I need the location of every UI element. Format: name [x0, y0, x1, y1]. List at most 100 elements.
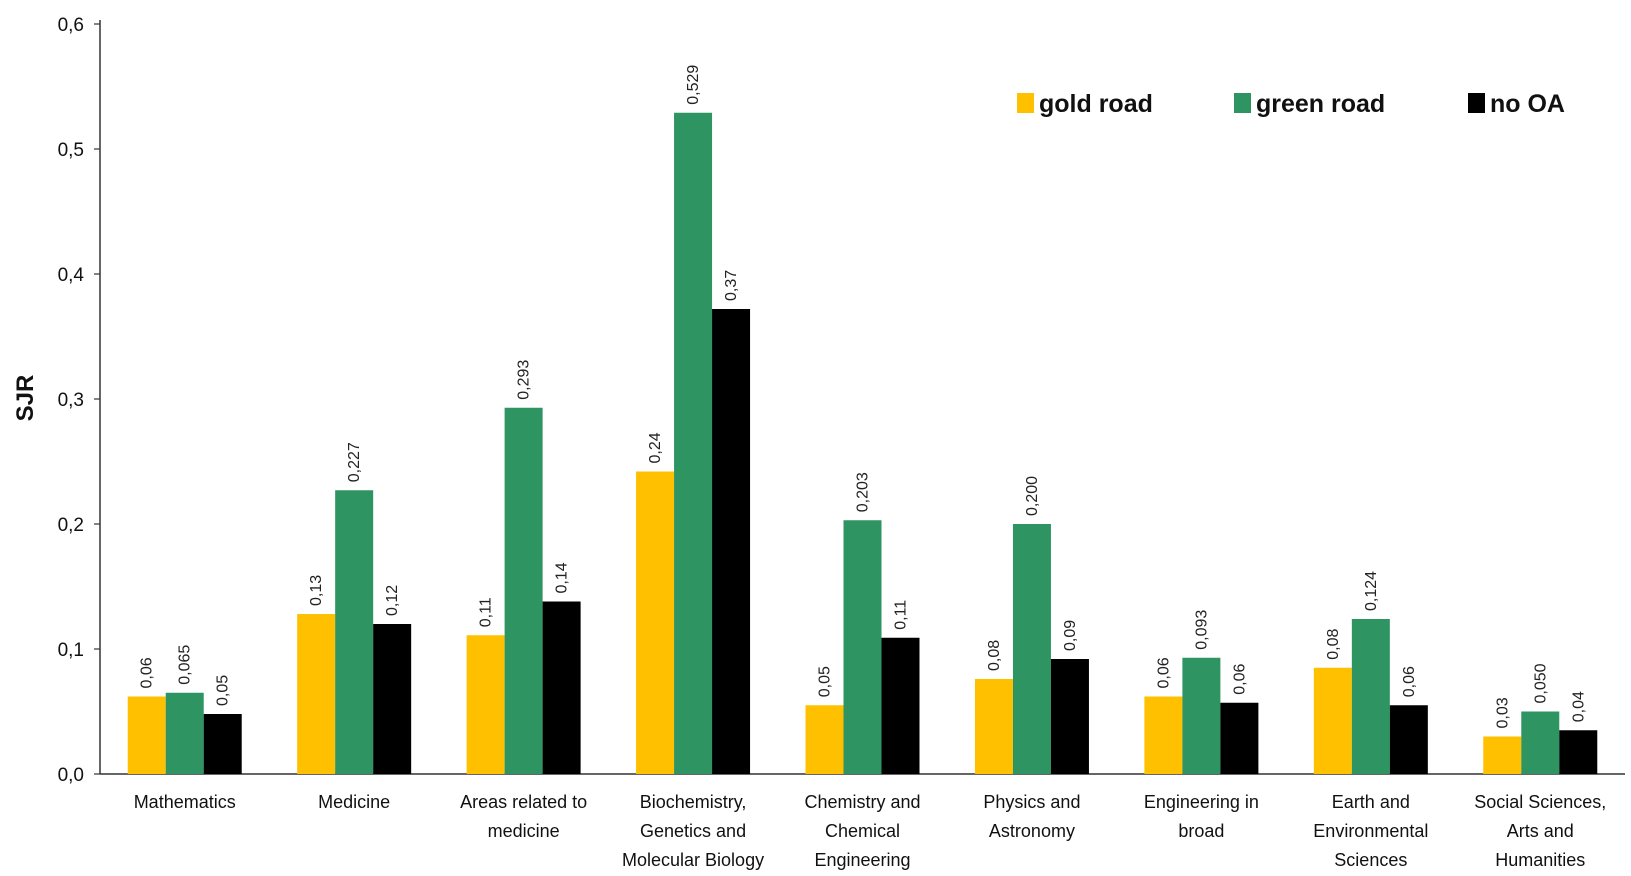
bar-no-oa: [1559, 730, 1598, 774]
x-tick-label-line: Molecular Biology: [622, 850, 764, 870]
data-label: 0,050: [1532, 663, 1549, 703]
data-label: 0,08: [986, 640, 1003, 671]
bars: [127, 112, 1598, 774]
data-label: 0,08: [1325, 629, 1342, 660]
data-label: 0,03: [1494, 697, 1511, 728]
data-labels: 0,06 0,065 0,05 0,13 0,227 0,12 0,11 0,293 0,14 0…: [139, 65, 1588, 729]
y-axis-title-group: SJR: [12, 375, 39, 422]
x-tick-label-line: Astronomy: [989, 821, 1075, 841]
data-label: 0,227: [346, 442, 363, 482]
data-label: 0,293: [516, 360, 533, 400]
y-tick-label: 0,6: [58, 15, 84, 36]
bar-no-oa: [373, 624, 412, 774]
data-label: 0,04: [1570, 691, 1587, 722]
bar-no-oa: [203, 714, 242, 774]
x-tick-label-line: Engineering: [814, 850, 910, 870]
bar-green-road: [843, 520, 882, 774]
bar-gold-road: [974, 679, 1013, 774]
x-tick-label-line: Chemical: [825, 821, 900, 841]
y-tick-label: 0,0: [58, 765, 84, 786]
x-tick-label-line: Areas related to: [460, 792, 587, 812]
x-tick-label-line: medicine: [488, 821, 560, 841]
y-tick-label: 0,1: [58, 640, 84, 661]
legend: gold road green road no OA: [1017, 90, 1565, 118]
x-tick-label-line: Biochemistry,: [640, 792, 747, 812]
x-tick-label-line: Engineering in: [1144, 792, 1259, 812]
data-label: 0,529: [685, 65, 702, 105]
data-label: 0,13: [308, 575, 325, 606]
x-tick-label-line: Genetics and: [640, 821, 746, 841]
bar-no-oa: [881, 637, 920, 774]
bar-green-road: [165, 692, 204, 774]
x-tick-label: Engineering in broad: [1144, 792, 1259, 841]
y-tick-label: 0,4: [58, 265, 85, 286]
bar-gold-road: [1483, 736, 1522, 774]
x-tick-label-line: Earth and: [1332, 792, 1410, 812]
bar-gold-road: [297, 614, 336, 774]
bar-green-road: [1012, 524, 1051, 774]
data-label: 0,203: [855, 472, 872, 512]
data-label: 0,24: [647, 432, 664, 463]
bar-gold-road: [466, 635, 505, 774]
x-tick-label: Chemistry and Chemical Engineering: [804, 792, 920, 870]
x-tick-label-line: Sciences: [1334, 850, 1407, 870]
data-label: 0,06: [139, 657, 156, 688]
x-tick-label-line: Medicine: [318, 792, 390, 812]
x-tick-label: Mathematics: [134, 792, 236, 812]
bar-no-oa: [1389, 705, 1428, 774]
x-tick-label-line: Mathematics: [134, 792, 236, 812]
x-tick-label-line: Physics and: [983, 792, 1080, 812]
bar-gold-road: [127, 696, 166, 774]
data-label: 0,37: [723, 270, 740, 301]
y-tick-label: 0,5: [58, 140, 84, 161]
data-label: 0,06: [1231, 664, 1248, 695]
x-tick-label: Biochemistry, Genetics and Molecular Biolo…: [622, 792, 764, 870]
bar-green-road: [674, 112, 713, 774]
x-tick-label-line: Arts and: [1507, 821, 1574, 841]
data-label: 0,200: [1024, 476, 1041, 516]
data-label: 0,11: [893, 600, 910, 630]
legend-label-gold-road: gold road: [1039, 90, 1153, 118]
x-tick-label-line: broad: [1178, 821, 1224, 841]
data-label: 0,05: [817, 666, 834, 697]
bar-no-oa: [542, 601, 581, 774]
bar-gold-road: [636, 471, 675, 774]
data-label: 0,06: [1401, 666, 1418, 697]
legend-label-green-road: green road: [1256, 90, 1385, 118]
data-label: 0,065: [177, 645, 194, 685]
bar-no-oa: [712, 309, 751, 774]
data-label: 0,11: [478, 597, 495, 627]
bar-no-oa: [1220, 702, 1259, 774]
data-label: 0,05: [215, 675, 232, 706]
bar-green-road: [1182, 657, 1221, 774]
y-tick-label: 0,2: [58, 515, 84, 536]
x-tick-label: Areas related to medicine: [460, 792, 587, 841]
legend-swatch-no-oa: [1468, 93, 1485, 113]
data-label: 0,093: [1193, 610, 1210, 650]
x-tick-labels: Mathematics Medicine Areas related to medic…: [134, 792, 1607, 870]
bar-green-road: [1521, 711, 1560, 774]
x-tick-label-line: Social Sciences,: [1474, 792, 1606, 812]
data-label: 0,06: [1155, 657, 1172, 688]
data-label: 0,124: [1363, 571, 1380, 611]
x-tick-label: Earth and Environmental Sciences: [1313, 792, 1428, 870]
y-ticks: 0,0 0,1 0,2 0,3 0,4 0,5 0,6: [58, 15, 100, 786]
data-label: 0,14: [554, 562, 571, 593]
bar-gold-road: [1144, 696, 1183, 774]
bar-gold-road: [805, 705, 844, 774]
x-tick-label: Social Sciences, Arts and Humanities: [1474, 792, 1606, 870]
bar-green-road: [335, 490, 374, 774]
legend-swatch-green-road: [1234, 93, 1251, 113]
legend-label-no-oa: no OA: [1490, 90, 1565, 118]
y-tick-label: 0,3: [58, 390, 84, 411]
y-axis-title: SJR: [12, 375, 39, 422]
x-tick-label: Physics and Astronomy: [983, 792, 1080, 841]
x-tick-label-line: Environmental: [1313, 821, 1428, 841]
bar-green-road: [1351, 619, 1390, 774]
bar-green-road: [504, 407, 543, 774]
x-tick-label-line: Humanities: [1495, 850, 1585, 870]
x-tick-label: Medicine: [318, 792, 390, 812]
legend-swatch-gold-road: [1017, 93, 1034, 113]
data-label: 0,12: [384, 585, 401, 616]
